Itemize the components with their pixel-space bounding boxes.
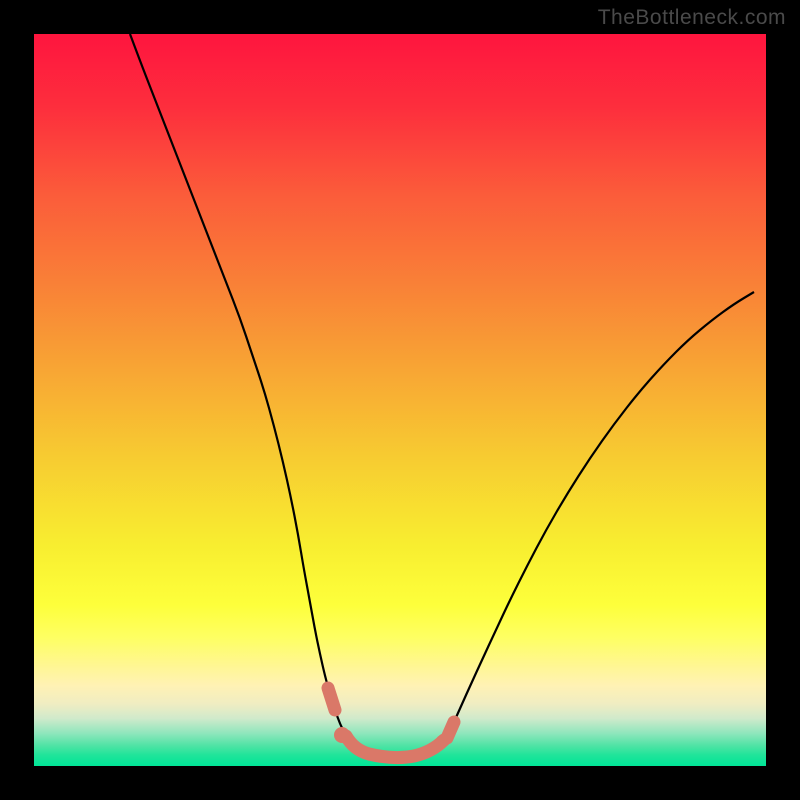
highlight-blob xyxy=(328,688,454,758)
bottleneck-curve-left xyxy=(130,34,346,736)
bottleneck-curve-right xyxy=(448,292,754,736)
chart-plot-area xyxy=(34,34,766,766)
chart-overlay xyxy=(34,34,766,766)
watermark-text: TheBottleneck.com xyxy=(598,6,786,30)
